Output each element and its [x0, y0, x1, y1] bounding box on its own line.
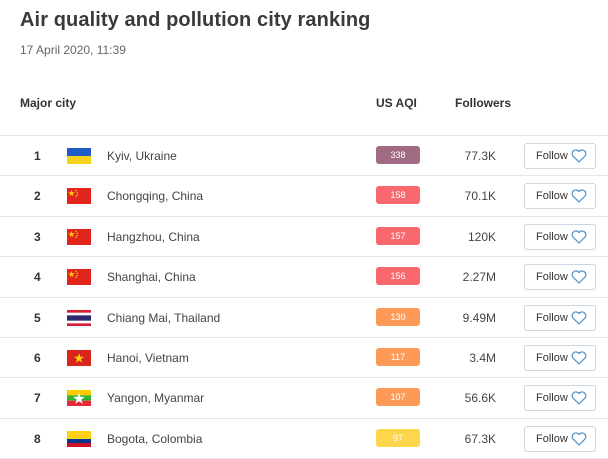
- followers-count: 9.49M: [462, 310, 496, 325]
- followers-count: 70.1K: [464, 189, 496, 204]
- city-link[interactable]: Hanoi, Vietnam: [107, 350, 189, 365]
- table-row[interactable]: 4 Shanghai, China 156 2.27M Follow: [0, 256, 608, 296]
- followers-count: 120K: [467, 229, 496, 244]
- follow-label: Follow: [536, 150, 568, 162]
- table-row[interactable]: 1 Kyiv, Ukraine 338 77.3K Follow: [0, 135, 608, 175]
- thailand-flag-icon: [67, 309, 91, 326]
- follow-button[interactable]: Follow: [524, 183, 596, 210]
- heart-icon: [571, 149, 587, 163]
- follow-button[interactable]: Follow: [524, 425, 596, 452]
- rank-number: 2: [34, 189, 41, 204]
- heart-icon: [571, 391, 587, 405]
- table-row[interactable]: 2 Chongqing, China 158 70.1K Follow: [0, 175, 608, 215]
- heart-icon: [571, 351, 587, 365]
- heart-icon: [571, 432, 587, 446]
- colombia-flag-icon: [67, 430, 91, 447]
- aqi-badge: 117: [376, 347, 420, 366]
- followers-count: 3.4M: [469, 350, 496, 365]
- rank-number: 3: [34, 229, 41, 244]
- followers-count: 67.3K: [464, 431, 496, 446]
- follow-label: Follow: [536, 392, 568, 405]
- aqi-badge: 338: [376, 146, 420, 164]
- follow-button[interactable]: Follow: [524, 304, 596, 331]
- aqi-badge: 107: [376, 388, 420, 407]
- city-link[interactable]: Shanghai, China: [107, 270, 196, 285]
- aqi-badge: 130: [376, 307, 420, 326]
- rank-number: 7: [34, 391, 41, 406]
- heart-icon: [571, 310, 587, 325]
- column-header-followers: Followers: [455, 96, 512, 110]
- rank-number: 8: [34, 431, 41, 446]
- table-row[interactable]: 8 Bogota, Colombia 97 67.3K Follow: [0, 417, 608, 458]
- table-row[interactable]: 6 Hanoi, Vietnam 117 3.4M Follow: [0, 336, 608, 377]
- follow-button[interactable]: Follow: [524, 344, 596, 371]
- city-link[interactable]: Chongqing, China: [107, 189, 204, 204]
- follow-label: Follow: [536, 271, 568, 284]
- city-link[interactable]: Yangon, Myanmar: [107, 391, 205, 406]
- follow-label: Follow: [536, 432, 568, 445]
- table-row[interactable]: 3 Hangzhou, China 157 120K Follow: [0, 215, 608, 256]
- timestamp: 17 April 2020, 11:39: [20, 43, 126, 57]
- city-link[interactable]: Chiang Mai, Thailand: [107, 310, 221, 325]
- myanmar-flag-icon: [67, 390, 91, 407]
- heart-icon: [571, 270, 587, 284]
- heart-icon: [571, 230, 587, 244]
- follow-label: Follow: [536, 311, 568, 324]
- rank-number: 6: [34, 350, 41, 365]
- city-link[interactable]: Hangzhou, China: [107, 229, 200, 244]
- follow-button[interactable]: Follow: [524, 264, 596, 291]
- china-flag-icon: [67, 188, 91, 205]
- city-link[interactable]: Kyiv, Ukraine: [107, 149, 177, 163]
- follow-label: Follow: [536, 351, 568, 364]
- ranking-table: 1 Kyiv, Ukraine 338 77.3K Follow 2 Chong…: [0, 135, 608, 458]
- follow-label: Follow: [536, 230, 568, 243]
- follow-button[interactable]: Follow: [524, 385, 596, 412]
- column-header-city: Major city: [20, 96, 77, 110]
- city-link[interactable]: Bogota, Colombia: [107, 431, 203, 446]
- heart-icon: [571, 189, 587, 203]
- followers-count: 77.3K: [464, 149, 496, 163]
- page-title: Air quality and pollution city ranking: [20, 9, 371, 31]
- table-row[interactable]: 7 Yangon, Myanmar 107 56.6K Follow: [0, 377, 608, 417]
- followers-count: 2.27M: [462, 270, 496, 285]
- follow-label: Follow: [536, 190, 568, 203]
- china-flag-icon: [67, 269, 91, 286]
- follow-button[interactable]: Follow: [524, 143, 596, 169]
- china-flag-icon: [67, 228, 91, 245]
- ukraine-flag-icon: [67, 148, 91, 164]
- rank-number: 5: [34, 310, 41, 325]
- vietnam-flag-icon: [67, 349, 91, 366]
- rank-number: 4: [34, 270, 41, 285]
- aqi-badge: 97: [376, 428, 420, 447]
- follow-button[interactable]: Follow: [524, 223, 596, 250]
- followers-count: 56.6K: [464, 391, 496, 406]
- table-header: Major city US AQI Followers: [0, 96, 608, 116]
- aqi-badge: 157: [376, 226, 420, 245]
- rank-number: 1: [34, 149, 41, 163]
- table-row[interactable]: 5 Chiang Mai, Thailand 130 9.49M Follow: [0, 296, 608, 337]
- column-header-aqi: US AQI: [376, 96, 417, 110]
- aqi-badge: 156: [376, 267, 420, 286]
- aqi-badge: 158: [376, 186, 420, 205]
